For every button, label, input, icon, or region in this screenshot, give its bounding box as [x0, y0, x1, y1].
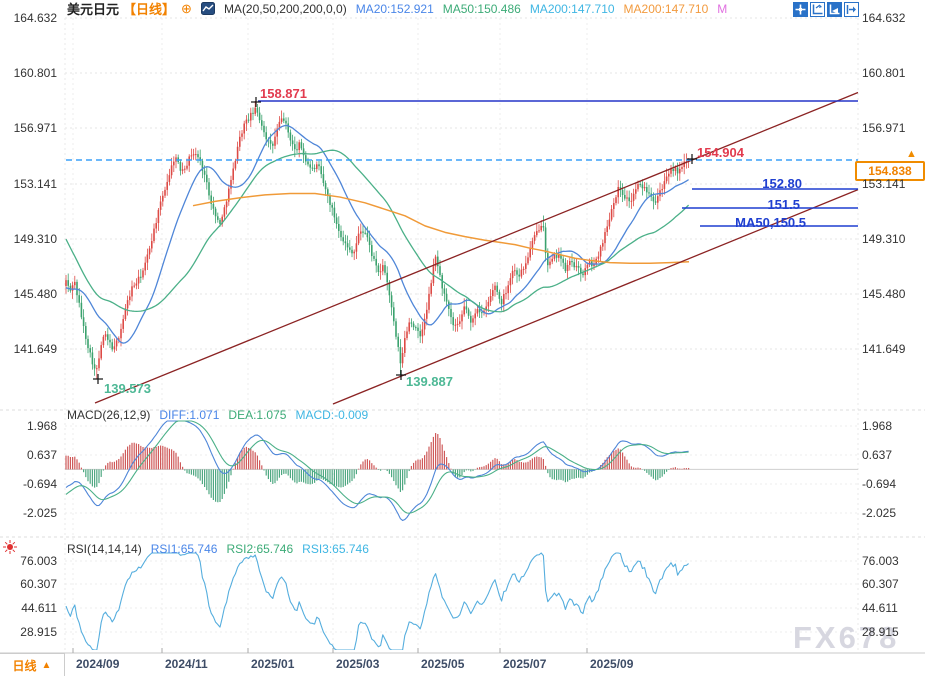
rsi1-value: RSI1:65.746 [150, 542, 218, 556]
ma-extra-truncated: M [717, 1, 728, 16]
price-axis-label-right: 156.971 [862, 121, 906, 135]
price-axis-label-left: 164.632 [13, 11, 57, 25]
rsi-axis-label-right: 28.915 [862, 625, 899, 639]
rsi-header: RSI(14,14,14) RSI1:65.746 RSI2:65.746 RS… [67, 542, 369, 556]
x-axis-label: 2025/07 [503, 657, 547, 671]
price-axis-label-right: 145.480 [862, 287, 906, 301]
period-selector[interactable]: 日线 ▲ [0, 653, 65, 676]
export-chart-icon[interactable] [844, 2, 859, 17]
macd-params: MACD(26,12,9) [67, 408, 151, 422]
macd-axis-label-left: -0.694 [22, 477, 57, 491]
rsi3-value: RSI3:65.746 [302, 542, 369, 556]
rsi2-value: RSI2:65.746 [226, 542, 294, 556]
add-indicator-icon[interactable]: ⊕ [181, 0, 192, 16]
macd-diff-value: DIFF:1.071 [159, 408, 220, 422]
rsi-axis-label-right: 44.611 [862, 601, 898, 615]
x-axis-label: 2024/11 [165, 657, 208, 671]
period-dropdown-arrow-icon: ▲ [41, 659, 52, 671]
ma-params: MA(20,50,200,200,0,0) [223, 1, 347, 16]
candlestick-series [65, 100, 690, 379]
price-axis-label-left: 141.649 [13, 342, 57, 356]
x-axis-label: 2025/03 [336, 657, 380, 671]
price-axis-label-left: 156.971 [13, 121, 57, 135]
price-axis-label-right: 164.632 [862, 11, 906, 25]
support-level-label-2: 151.5 [767, 197, 800, 212]
ma200-line [192, 192, 690, 265]
price-axis-label-right: 149.310 [862, 232, 906, 246]
low2-label: 139.887 [406, 374, 453, 389]
period-label: 日线 [12, 658, 37, 673]
rsi-line [65, 552, 689, 650]
price-axis-label-right: 141.649 [862, 342, 906, 356]
macd-header: MACD(26,12,9) DIFF:1.071 DEA:1.075 MACD:… [67, 408, 368, 422]
rsi-panel [65, 552, 689, 650]
price-axis-label-right: 160.801 [862, 66, 906, 80]
ma20-line [65, 124, 689, 344]
x-axis-label: 2025/01 [251, 657, 295, 671]
symbol-title: 美元日元 [67, 2, 120, 17]
macd-axis-label-right: 1.968 [862, 419, 893, 433]
rsi-axis-label-left: 76.003 [20, 554, 57, 568]
support-level-label-3: MA50,150.5 [735, 215, 806, 230]
macd-panel [65, 420, 690, 522]
macd-axis-label-left: -2.025 [22, 506, 57, 520]
trend-channel-line-1 [94, 91, 859, 404]
price-up-arrow-icon: ▲ [906, 148, 917, 160]
ma200-value-2: MA200:147.710 [623, 1, 709, 16]
gridlines [0, 17, 925, 654]
x-axis-label: 2024/09 [76, 657, 120, 671]
rsi-axis-label-left: 28.915 [20, 625, 57, 639]
toolbar [791, 2, 859, 17]
resistance-price-label: 158.871 [260, 86, 307, 101]
ma200-value-1: MA200:147.710 [529, 1, 615, 16]
macd-axis-label-right: -0.694 [862, 477, 897, 491]
rsi-axis-label-right: 76.003 [862, 554, 899, 568]
rsi-axis-label-left: 44.611 [21, 601, 57, 615]
macd-dea-line [65, 420, 689, 514]
current-price-box: 154.838 [855, 161, 925, 181]
move-tool-icon[interactable] [793, 2, 808, 17]
ma50-line [65, 149, 690, 313]
rsi-axis-label-left: 60.307 [20, 577, 57, 591]
price-axis-label-left: 145.480 [13, 287, 57, 301]
watermark: FX678 [793, 620, 900, 655]
macd-axis-label-left: 0.637 [26, 448, 57, 462]
chart-header: 美元日元 【日线】 ⊕ MA(20,50,200,200,0,0) MA20:1… [67, 0, 728, 18]
macd-axis-label-left: 1.968 [26, 419, 57, 433]
macd-hist-value: MACD:-0.009 [295, 408, 369, 422]
ma50-value: MA50:150.486 [442, 1, 521, 16]
live-sun-icon [2, 539, 18, 560]
price-axis-label-right: 153.141 [862, 177, 906, 191]
macd-axis-label-right: 0.637 [862, 448, 893, 462]
price-axis-label-left: 153.141 [13, 177, 57, 191]
current-high-label: 154.904 [697, 145, 744, 160]
zoom-time-axis-icon[interactable] [810, 2, 825, 17]
price-axis-label-left: 160.801 [13, 66, 57, 80]
macd-dea-value: DEA:1.075 [228, 408, 287, 422]
zoom-price-axis-icon[interactable] [827, 2, 842, 17]
macd-diff-line [65, 420, 689, 522]
macd-axis-label-right: -2.025 [862, 506, 897, 520]
drawings[interactable] [66, 91, 859, 405]
rsi-params: RSI(14,14,14) [67, 542, 142, 556]
x-axis-label: 2025/05 [421, 657, 465, 671]
rsi-axis-label-right: 60.307 [862, 577, 899, 591]
ma20-value: MA20:152.921 [355, 1, 434, 16]
support-level-label-1: 152.80 [762, 176, 802, 191]
x-axis-label: 2025/09 [590, 657, 634, 671]
low1-label: 139.573 [104, 381, 151, 396]
chart-type-icon[interactable] [200, 2, 215, 15]
price-axis-label-left: 149.310 [13, 232, 57, 246]
period-tag: 【日线】 [123, 2, 176, 17]
